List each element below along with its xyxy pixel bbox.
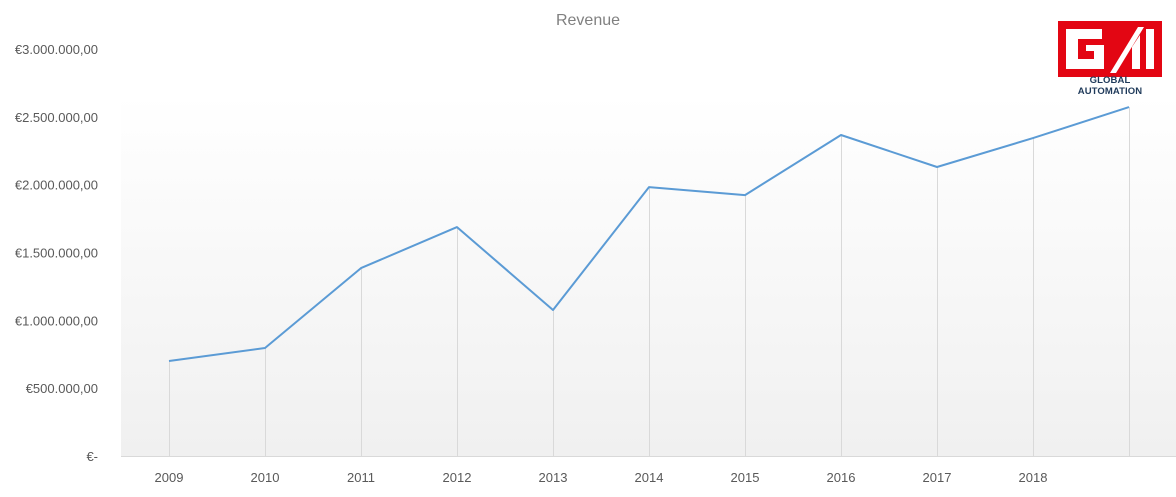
y-tick-label: €1.500.000,00 xyxy=(15,246,98,261)
revenue-line xyxy=(168,106,1130,362)
x-tick-label: 2014 xyxy=(635,470,664,485)
y-tick-label: €1.000.000,00 xyxy=(15,313,98,328)
x-tick-label: 2017 xyxy=(923,470,952,485)
x-tick-label: 2010 xyxy=(251,470,280,485)
x-tick-label: 2011 xyxy=(347,470,375,485)
y-tick-label: €2.500.000,00 xyxy=(15,110,98,125)
y-tick-label: €500.000,00 xyxy=(26,381,98,396)
x-tick-label: 2013 xyxy=(539,470,568,485)
chart-title: Revenue xyxy=(555,12,621,29)
global-automation-logo xyxy=(1058,21,1162,77)
x-tick-label: 2018 xyxy=(1019,470,1048,485)
x-tick-label: 2015 xyxy=(731,470,760,485)
x-tick-label: 2009 xyxy=(155,470,184,485)
x-tick-label: 2016 xyxy=(827,470,856,485)
plot-area xyxy=(121,95,1176,456)
y-tick-label: €3.000.000,00 xyxy=(15,42,98,57)
y-tick-label: €2.000.000,00 xyxy=(15,178,98,193)
logo-text: GLOBAL AUTOMATION xyxy=(1077,75,1143,97)
y-tick-label: €- xyxy=(86,449,98,464)
x-tick-label: 2012 xyxy=(443,470,472,485)
